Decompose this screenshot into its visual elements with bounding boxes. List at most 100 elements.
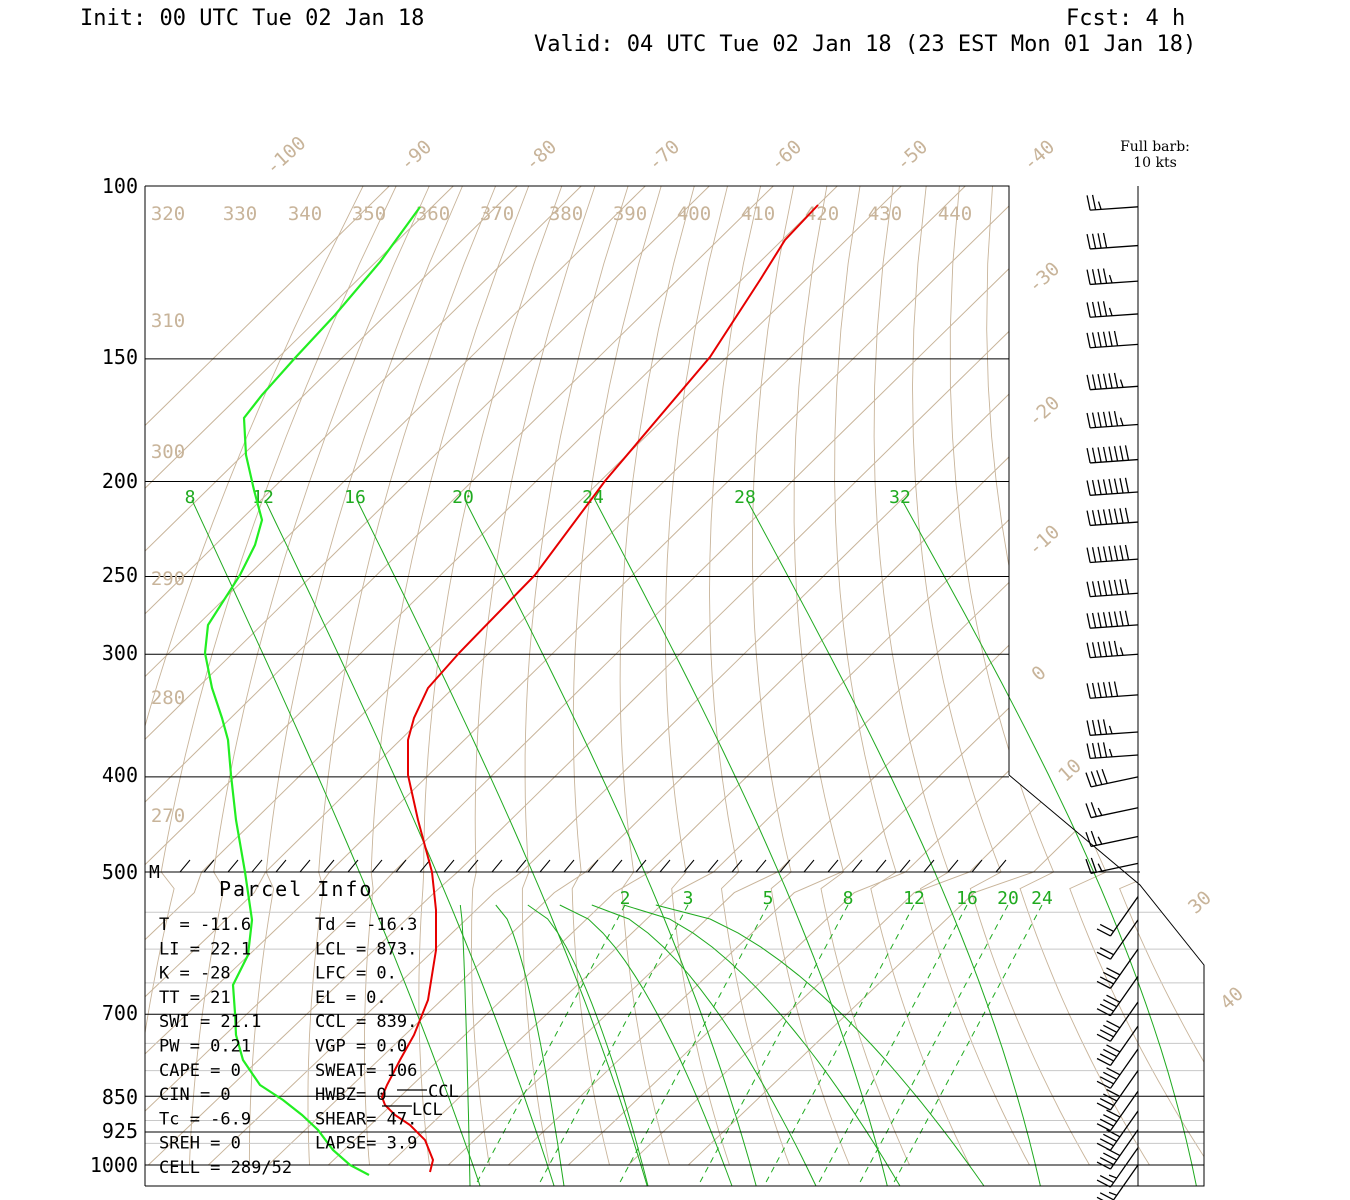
ccl-label: CCL [428,1082,459,1102]
barb-feather [1091,269,1097,285]
valid-time: Valid: 04 UTC Tue 02 Jan 18 (23 EST Mon … [534,32,1196,57]
parcel-info-right: VGP = 0.0 [315,1037,407,1057]
isotherm-label: -90 [396,136,436,175]
dry-adiabat-line [665,186,730,1166]
barb-feather [1086,412,1091,429]
pressure-label: 200 [102,469,138,493]
barb-staff [1090,624,1139,629]
wind-barb [1096,919,1139,960]
wind-barb [1096,1001,1139,1042]
barb-feather [1102,641,1108,657]
parcel-info-right: EL = 0. [315,988,387,1008]
barb-feather [1103,1114,1118,1123]
wind-barb [1086,445,1139,464]
dry-adiabat-line [793,186,910,1166]
freezing-hatch [395,859,407,873]
isotherm-label: -80 [521,136,561,175]
barb-feather [1103,1133,1118,1142]
mixing-ratio-label: 8 [843,888,854,909]
barb-feather [1086,547,1091,563]
forecast-hour: Fcst: 4 h [1066,6,1185,31]
barb-feather [1086,581,1091,597]
barb-feather [1099,1138,1114,1147]
barb-staff [1109,896,1139,937]
barb-staff [1090,244,1139,250]
isotherm-label: -60 [766,136,806,175]
theta-label: 360 [416,203,450,225]
wind-barb [1085,830,1139,848]
barb-feather [1103,999,1118,1008]
wind-barb [1086,544,1139,564]
wind-barb [1096,1147,1139,1188]
isotherm-line [387,186,1204,1166]
mixing-ratio-dashed [891,904,1043,1187]
barb-feather [1106,1067,1121,1076]
temperature-profile [380,204,819,1173]
freezing-hatch [347,859,359,873]
barb-feather [1103,1093,1118,1102]
barb-feather [1085,803,1092,818]
barb-feather [1097,742,1102,758]
barb-feather [1091,233,1097,249]
barb-feather [1103,1152,1118,1161]
parcel-info-left: CELL = 289/52 [159,1158,292,1178]
barb-feather [1106,1148,1121,1157]
wind-barb [1085,802,1139,819]
mixing-ratio-label: 16 [956,888,978,909]
wind-barb [1096,975,1139,1017]
barb-staff [1109,1110,1139,1151]
barb-feather [1102,509,1108,525]
wind-barb [1086,742,1139,760]
barb-feather [1106,994,1121,1003]
dry-adiabat-line [873,186,1030,1166]
wind-barb [1086,301,1139,318]
parcel-info-left: Tc = -6.9 [159,1109,251,1129]
wind-barb [1086,330,1139,349]
theta-label: 340 [288,203,322,225]
barb-feather [1096,1008,1111,1017]
wind-barb [1086,578,1139,598]
barb-feather [1091,479,1097,496]
barb-feather [1102,373,1108,389]
barb-feather [1108,508,1113,525]
isotherm-label: -70 [644,136,684,175]
barb-feather [1101,768,1108,784]
barb-feather [1102,546,1108,562]
barb-legend-line2: 10 kts [1133,155,1177,171]
mixing-ratio-label: 12 [903,888,925,909]
barb-feather [1097,836,1103,845]
theta-label: 330 [223,203,257,225]
barb-feather [1097,201,1102,210]
barb-staff [1090,206,1139,211]
theta-label: 300 [151,441,185,463]
dry-adiabat-line [571,186,662,1166]
barb-staff [1090,776,1139,788]
barb-feather [1086,332,1091,348]
barb-feather [1090,857,1098,873]
barb-feather [1108,580,1113,596]
barb-feather [1091,547,1097,563]
moist-adiabat-line [594,499,888,1187]
barb-feather [1086,233,1091,250]
barb-feather [1108,478,1113,494]
barb-feather [1091,374,1097,390]
barb-staff [1090,313,1139,318]
barb-feather [1085,831,1092,847]
barb-feather [1113,446,1119,462]
barb-staff [1090,343,1139,349]
barb-staff [1090,694,1139,699]
mixing-ratio-dashed [617,904,769,1187]
barb-feather [1091,642,1097,658]
barb-feather [1113,681,1119,697]
wind-barb [1086,640,1139,659]
mixing-ratio-label: 16 [344,487,366,508]
dry-adiabat-line [1157,186,1204,1166]
barb-feather [1091,301,1097,318]
freezing-hatch [299,859,311,873]
barb-feather [1102,268,1108,284]
barb-feather [1096,1179,1111,1188]
parcel-info-left: CAPE = 0 [159,1061,241,1081]
barb-staff [1090,731,1139,736]
barb-feather [1097,682,1102,698]
barb-feather [1090,802,1098,817]
